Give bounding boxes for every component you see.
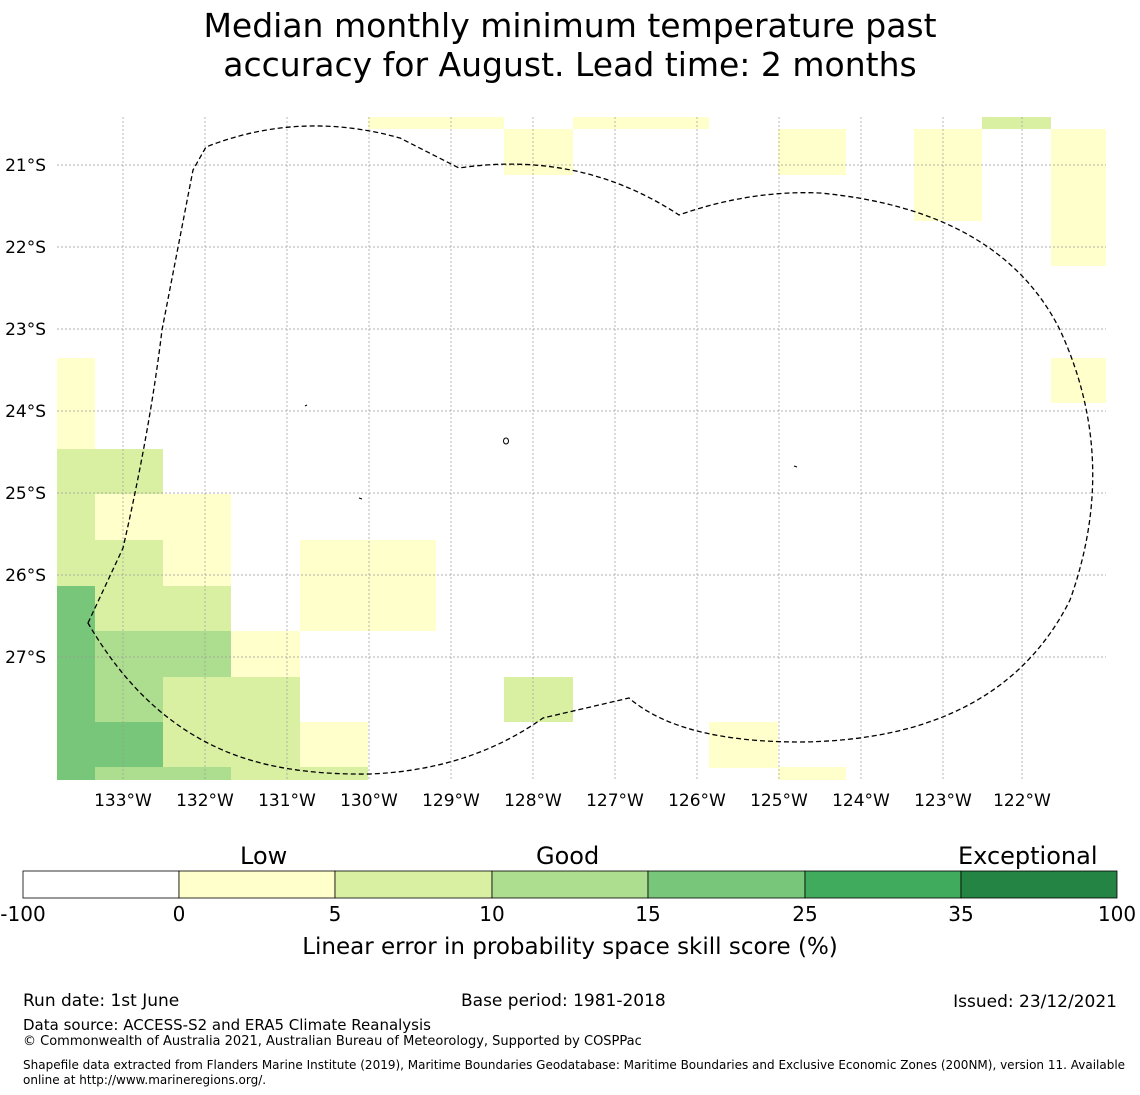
gridlines bbox=[57, 117, 1106, 780]
cell-low bbox=[709, 722, 778, 768]
cell-low bbox=[163, 540, 231, 586]
cell-moderate bbox=[95, 677, 163, 722]
cell-low bbox=[368, 117, 504, 129]
cell-fair bbox=[982, 117, 1051, 129]
cell-low bbox=[300, 540, 436, 631]
island bbox=[304, 404, 308, 407]
lat-label: 22°S bbox=[5, 238, 46, 258]
cell-fair bbox=[231, 767, 368, 780]
legend-exceptional-label: Exceptional bbox=[958, 842, 1098, 870]
colorbar-segment bbox=[647, 870, 806, 899]
colorbar-tick: 35 bbox=[948, 902, 973, 926]
cell-fair bbox=[95, 586, 231, 631]
lon-label: 123°W bbox=[914, 791, 972, 811]
lon-label: 122°W bbox=[993, 791, 1051, 811]
cell-low bbox=[231, 631, 300, 677]
lon-label: 132°W bbox=[176, 791, 234, 811]
islands bbox=[304, 404, 798, 500]
colorbar-segment bbox=[960, 870, 1118, 899]
colorbar-segment bbox=[178, 870, 336, 899]
data-source: Data source: ACCESS-S2 and ERA5 Climate … bbox=[23, 1016, 431, 1034]
legend-low-label: Low bbox=[240, 842, 288, 870]
cell-fair bbox=[504, 677, 573, 722]
lon-label: 125°W bbox=[750, 791, 808, 811]
lat-label: 27°S bbox=[5, 648, 46, 668]
cell-fair bbox=[57, 449, 163, 494]
lat-label: 25°S bbox=[5, 484, 46, 504]
colorbar-segment bbox=[491, 870, 649, 899]
lat-label: 24°S bbox=[5, 402, 46, 422]
colorbar-tick: 0 bbox=[173, 902, 186, 926]
lon-label: 127°W bbox=[586, 791, 644, 811]
lon-label: 129°W bbox=[422, 791, 480, 811]
title-line-2: accuracy for August. Lead time: 2 months bbox=[223, 45, 917, 84]
lon-label: 128°W bbox=[504, 791, 562, 811]
lat-label: 23°S bbox=[5, 320, 46, 340]
cell-good bbox=[57, 767, 95, 780]
shapefile-credit: Shapefile data extracted from Flanders M… bbox=[23, 1058, 1126, 1087]
base-period: Base period: 1981-2018 bbox=[461, 991, 666, 1011]
colorbar-label: Linear error in probability space skill … bbox=[302, 934, 838, 960]
colorbar-tick: -100 bbox=[0, 902, 45, 926]
cell-low bbox=[573, 117, 709, 129]
island bbox=[503, 437, 509, 445]
run-date: Run date: 1st June bbox=[23, 991, 180, 1011]
cell-good bbox=[95, 722, 163, 768]
island bbox=[358, 497, 363, 500]
lon-label: 126°W bbox=[668, 791, 726, 811]
legend-good-label: Good bbox=[536, 842, 600, 870]
skill-cells bbox=[57, 117, 1106, 780]
lat-label: 26°S bbox=[5, 566, 46, 586]
colorbar-segment bbox=[22, 870, 180, 899]
issued-date: Issued: 23/12/2021 bbox=[953, 992, 1117, 1012]
colorbar-tick: 15 bbox=[635, 902, 660, 926]
cell-moderate bbox=[95, 767, 231, 780]
colorbar-tick: 5 bbox=[329, 902, 342, 926]
cell-low bbox=[504, 129, 573, 175]
copyright: © Commonwealth of Australia 2021, Austra… bbox=[23, 1034, 642, 1049]
lon-label: 131°W bbox=[258, 791, 316, 811]
colorbar bbox=[22, 870, 1118, 899]
colorbar-tick: 25 bbox=[792, 902, 817, 926]
lon-label: 133°W bbox=[94, 791, 152, 811]
cell-low bbox=[778, 129, 846, 175]
lat-label: 21°S bbox=[5, 156, 46, 176]
cell-low bbox=[300, 722, 368, 768]
cell-fair bbox=[163, 677, 300, 768]
colorbar-segment bbox=[804, 870, 962, 899]
cell-fair bbox=[57, 494, 95, 586]
lon-label: 130°W bbox=[340, 791, 398, 811]
title-line-1: Median monthly minimum temperature past bbox=[203, 6, 937, 45]
eez-boundary bbox=[87, 125, 1094, 775]
cell-moderate bbox=[95, 631, 231, 677]
cell-low bbox=[57, 358, 95, 449]
cell-low bbox=[1051, 129, 1106, 266]
colorbar-tick: 10 bbox=[479, 902, 504, 926]
colorbar-segment bbox=[334, 870, 493, 899]
cell-low bbox=[95, 494, 231, 540]
lon-label: 124°W bbox=[832, 791, 890, 811]
cell-good bbox=[57, 586, 95, 767]
cell-fair bbox=[95, 540, 163, 586]
cell-low bbox=[778, 767, 846, 780]
colorbar-tick: 100 bbox=[1098, 902, 1136, 926]
island bbox=[793, 465, 798, 468]
cell-low bbox=[914, 129, 982, 221]
map-title: Median monthly minimum temperature past … bbox=[0, 6, 1140, 84]
